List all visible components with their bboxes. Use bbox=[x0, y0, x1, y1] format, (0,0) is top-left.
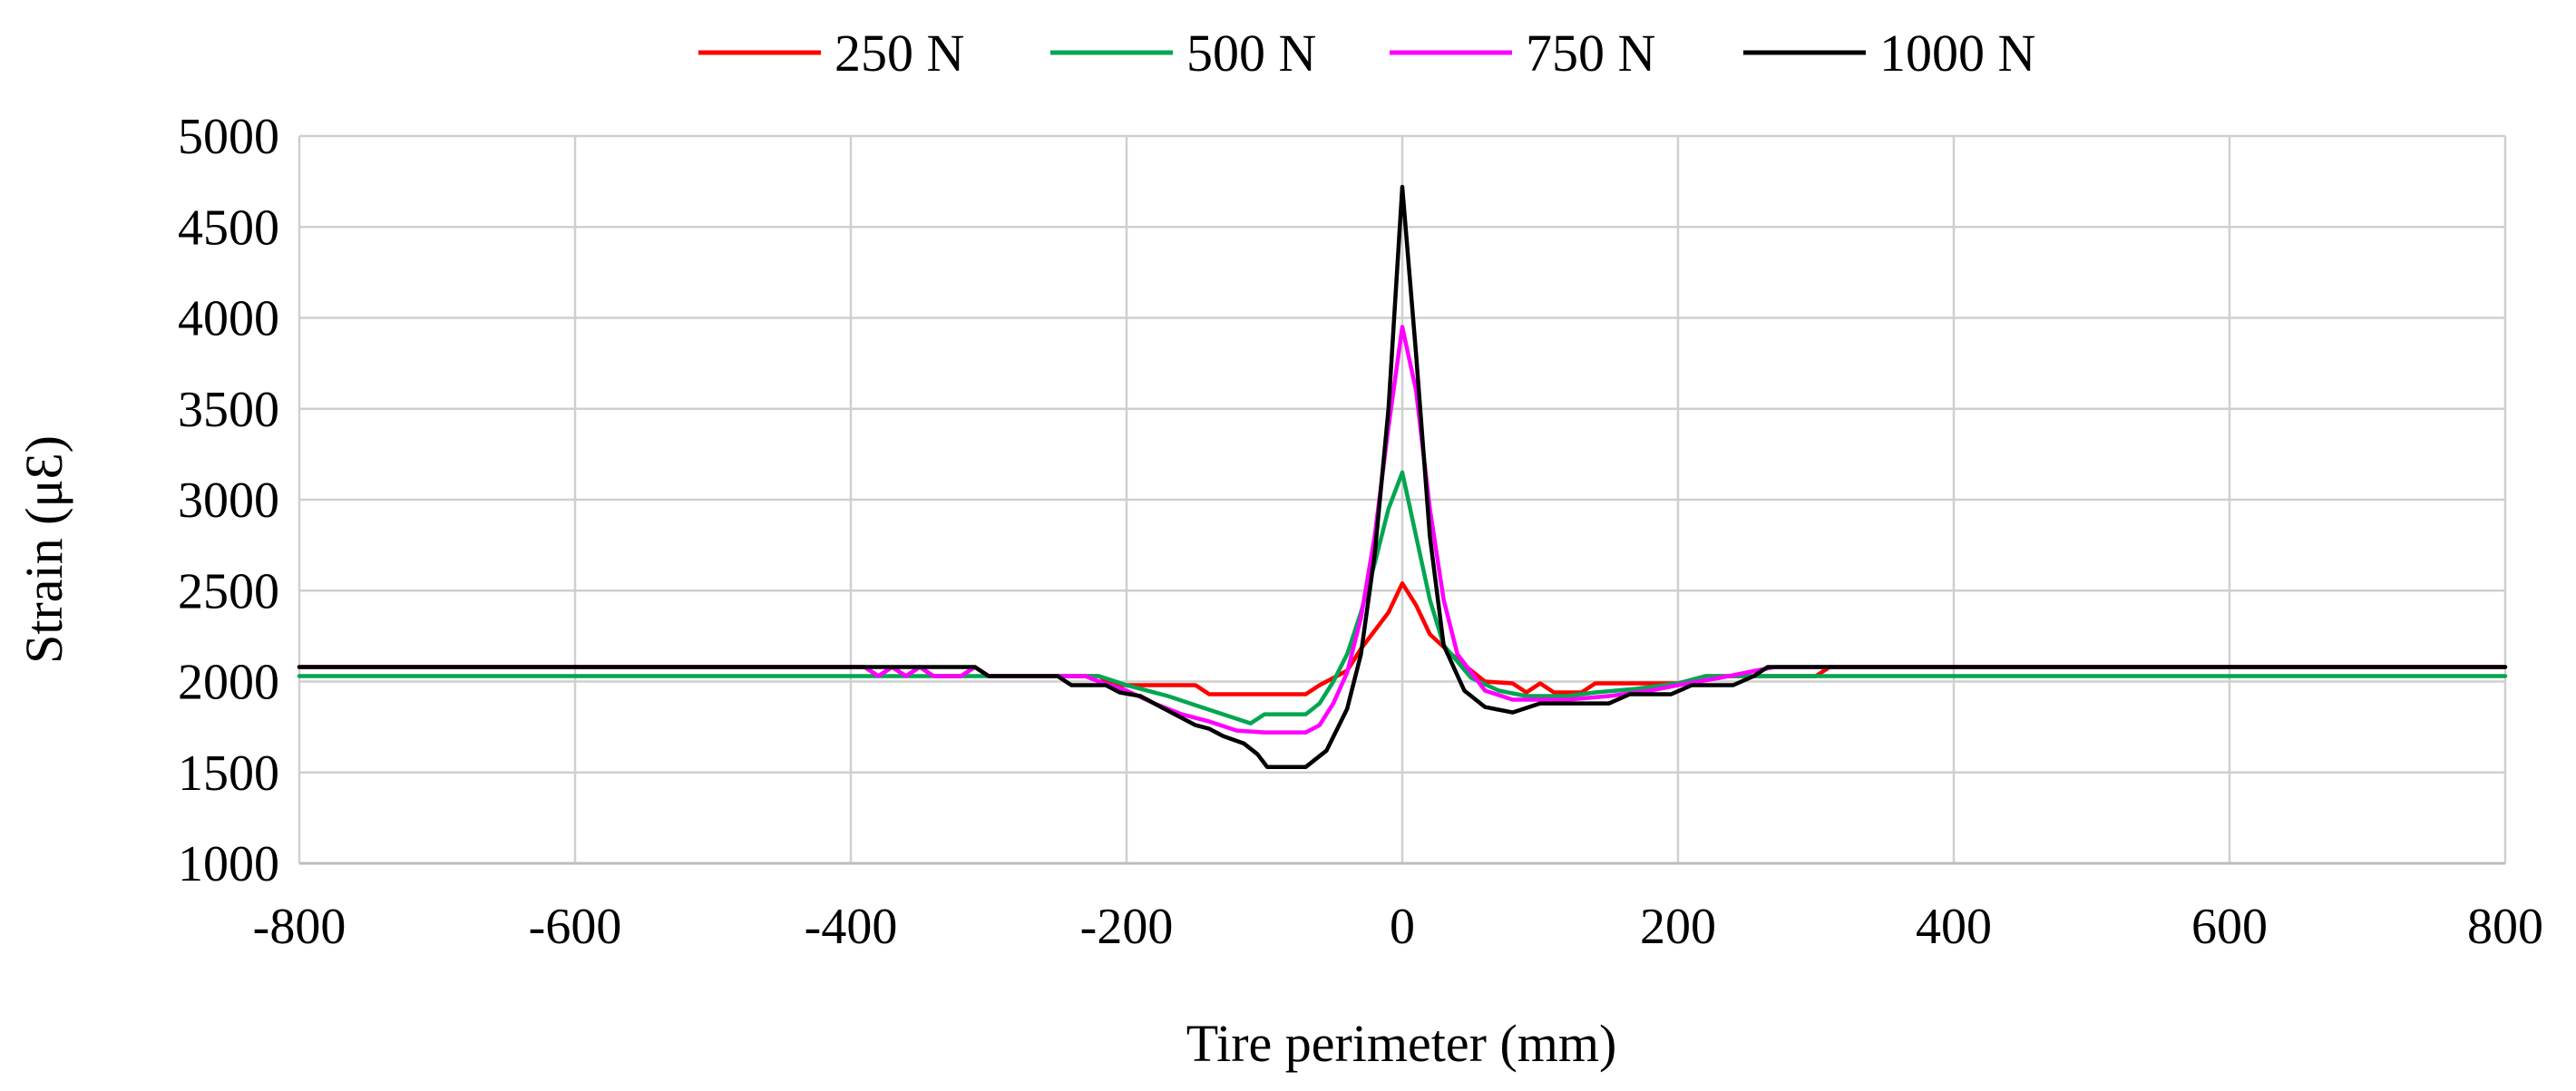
x-tick-label: -200 bbox=[1080, 899, 1174, 955]
x-tick-label: 0 bbox=[1390, 899, 1415, 955]
x-tick-label: 600 bbox=[2191, 899, 2268, 955]
x-tick-label: 800 bbox=[2467, 899, 2543, 955]
x-tick-label: -600 bbox=[529, 899, 622, 955]
series-lines bbox=[297, 184, 2508, 769]
y-tick-label: 4500 bbox=[178, 200, 279, 256]
series-line-1000-n bbox=[297, 184, 2508, 769]
y-tick-label: 1000 bbox=[178, 836, 279, 892]
x-tick-label: 400 bbox=[1916, 899, 1992, 955]
legend-label-1000-n: 1000 N bbox=[1879, 24, 2035, 83]
x-tick-labels: -800 -600 -400 -200 0 200 400 600 800 bbox=[253, 899, 2543, 955]
legend-label-500-n: 500 N bbox=[1186, 24, 1316, 83]
x-tick-label: -400 bbox=[805, 899, 898, 955]
y-tick-label: 1500 bbox=[178, 745, 279, 802]
legend: 250 N 500 N 750 N 1000 N bbox=[698, 24, 2035, 83]
y-tick-label: 2500 bbox=[178, 563, 279, 619]
y-tick-labels: 1000 1500 2000 2500 3000 3500 4000 4500 5000 bbox=[178, 109, 279, 892]
y-axis-title: Strain (μƐ) bbox=[15, 435, 73, 664]
x-tick-label: 200 bbox=[1640, 899, 1716, 955]
x-tick-label: -800 bbox=[253, 899, 346, 955]
legend-label-750-n: 750 N bbox=[1526, 24, 1655, 83]
series-line-750-n bbox=[297, 325, 2508, 735]
x-axis-title: Tire perimeter (mm) bbox=[1186, 1014, 1617, 1073]
y-tick-label: 2000 bbox=[178, 655, 279, 711]
gridlines bbox=[298, 134, 2507, 865]
y-tick-label: 3500 bbox=[178, 382, 279, 438]
y-tick-label: 3000 bbox=[178, 472, 279, 529]
y-tick-label: 4000 bbox=[178, 291, 279, 347]
y-tick-label: 5000 bbox=[178, 109, 279, 165]
legend-label-250-n: 250 N bbox=[834, 24, 964, 83]
